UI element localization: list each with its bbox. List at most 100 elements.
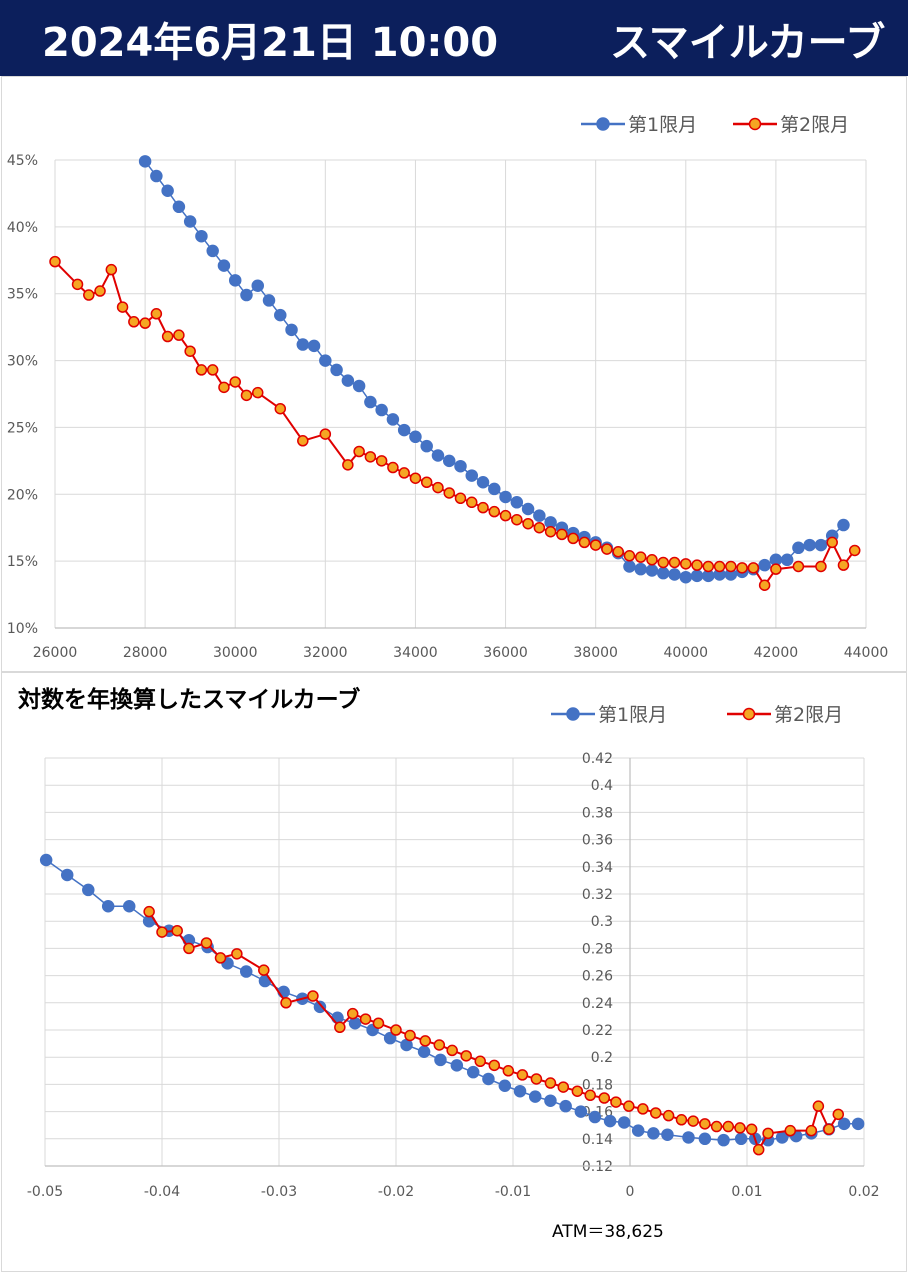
data-point: [387, 461, 399, 474]
y-tick-label: 0.18: [582, 1077, 613, 1093]
y-tick-label: 0.12: [582, 1159, 613, 1175]
y-tick-label: 0.24: [582, 996, 613, 1012]
data-point: [734, 1122, 746, 1134]
x-tick-label: -0.02: [378, 1184, 414, 1200]
data-point: [330, 363, 343, 377]
data-point: [623, 560, 636, 573]
x-tick-label: -0.03: [261, 1184, 297, 1200]
data-point: [138, 155, 152, 168]
data-point: [434, 1053, 447, 1067]
series-2: [49, 255, 861, 591]
data-point: [747, 562, 760, 574]
y-tick-label: 20%: [7, 487, 38, 503]
data-point: [454, 492, 467, 505]
data-point: [488, 482, 501, 496]
data-point: [364, 395, 377, 409]
data-point: [353, 445, 365, 458]
x-tick-label: 26000: [33, 645, 78, 661]
log-smile-curve-chart: -0.05 -0.04 -0.03 -0.02 -0.01 0 0.01 0.02 0.12 0.…: [27, 704, 880, 1200]
data-point: [307, 990, 319, 1002]
data-point: [346, 1007, 359, 1020]
data-point: [533, 521, 546, 534]
data-point: [195, 229, 208, 243]
data-point: [307, 339, 321, 353]
data-point: [375, 403, 388, 417]
y-tick-label: 25%: [7, 420, 38, 436]
data-point: [39, 853, 53, 867]
data-point: [386, 413, 400, 426]
data-point: [228, 274, 242, 287]
data-point: [474, 1055, 486, 1068]
data-point: [83, 289, 95, 301]
data-point: [450, 1059, 464, 1072]
data-point: [277, 985, 290, 999]
data-point: [372, 1017, 385, 1029]
x-tick-label: 0: [626, 1184, 635, 1200]
data-point: [420, 476, 433, 489]
data-point: [446, 1044, 458, 1057]
data-point: [60, 868, 74, 882]
data-point: [814, 538, 828, 552]
x-tick-label: 42000: [754, 645, 799, 661]
data-point: [105, 263, 118, 276]
data-point: [679, 570, 693, 584]
data-point: [668, 556, 681, 569]
data-point: [631, 1124, 645, 1137]
y-tick-label: 0.32: [582, 887, 613, 903]
data-point: [511, 513, 523, 526]
data-point: [528, 1090, 542, 1103]
series-1: [39, 853, 865, 1147]
data-point: [342, 459, 354, 471]
data-point: [758, 558, 771, 572]
data-point: [460, 1050, 472, 1062]
data-point: [352, 379, 366, 393]
data-point: [598, 1092, 611, 1104]
data-point: [588, 1110, 602, 1124]
data-point: [837, 1117, 851, 1131]
x-tick-label: -0.01: [495, 1184, 531, 1200]
series-line: [45, 859, 859, 1141]
data-point: [544, 1094, 557, 1107]
data-point: [239, 965, 253, 978]
data-point: [557, 1081, 570, 1093]
data-point: [498, 1079, 512, 1093]
data-point: [662, 1109, 675, 1122]
y-tick-label: 0.2: [591, 1050, 613, 1066]
data-point: [296, 338, 310, 351]
data-point: [578, 536, 591, 549]
data-point: [499, 509, 512, 522]
data-point: [848, 544, 861, 557]
data-point: [156, 926, 168, 938]
data-point: [390, 1024, 402, 1036]
data-point: [617, 1116, 631, 1129]
data-point: [116, 301, 129, 313]
data-point: [171, 924, 183, 937]
data-point: [513, 1084, 527, 1098]
data-point: [601, 543, 613, 555]
legend-label: 第2限月: [774, 704, 843, 726]
data-point: [646, 554, 658, 566]
data-point: [258, 964, 270, 976]
data-point: [710, 1120, 723, 1133]
data-point: [297, 435, 309, 447]
data-point: [815, 560, 827, 573]
data-point: [657, 556, 669, 569]
series-line: [54, 260, 856, 587]
data-point: [589, 539, 602, 551]
legend-label: 第2限月: [780, 114, 849, 136]
data-point: [574, 1105, 588, 1118]
data-point: [623, 1100, 635, 1112]
data-point: [313, 1000, 327, 1014]
series-line: [148, 911, 840, 1153]
data-point: [544, 525, 557, 538]
data-point: [661, 1128, 674, 1141]
y-tick-label: 0.42: [582, 751, 613, 767]
data-point: [837, 559, 850, 571]
data-point: [274, 308, 287, 322]
data-point: [637, 1103, 649, 1115]
data-point: [477, 501, 489, 514]
data-point: [567, 532, 579, 545]
y-tick-label: 0.36: [582, 833, 613, 849]
data-point: [383, 1031, 397, 1045]
data-point: [183, 942, 195, 955]
